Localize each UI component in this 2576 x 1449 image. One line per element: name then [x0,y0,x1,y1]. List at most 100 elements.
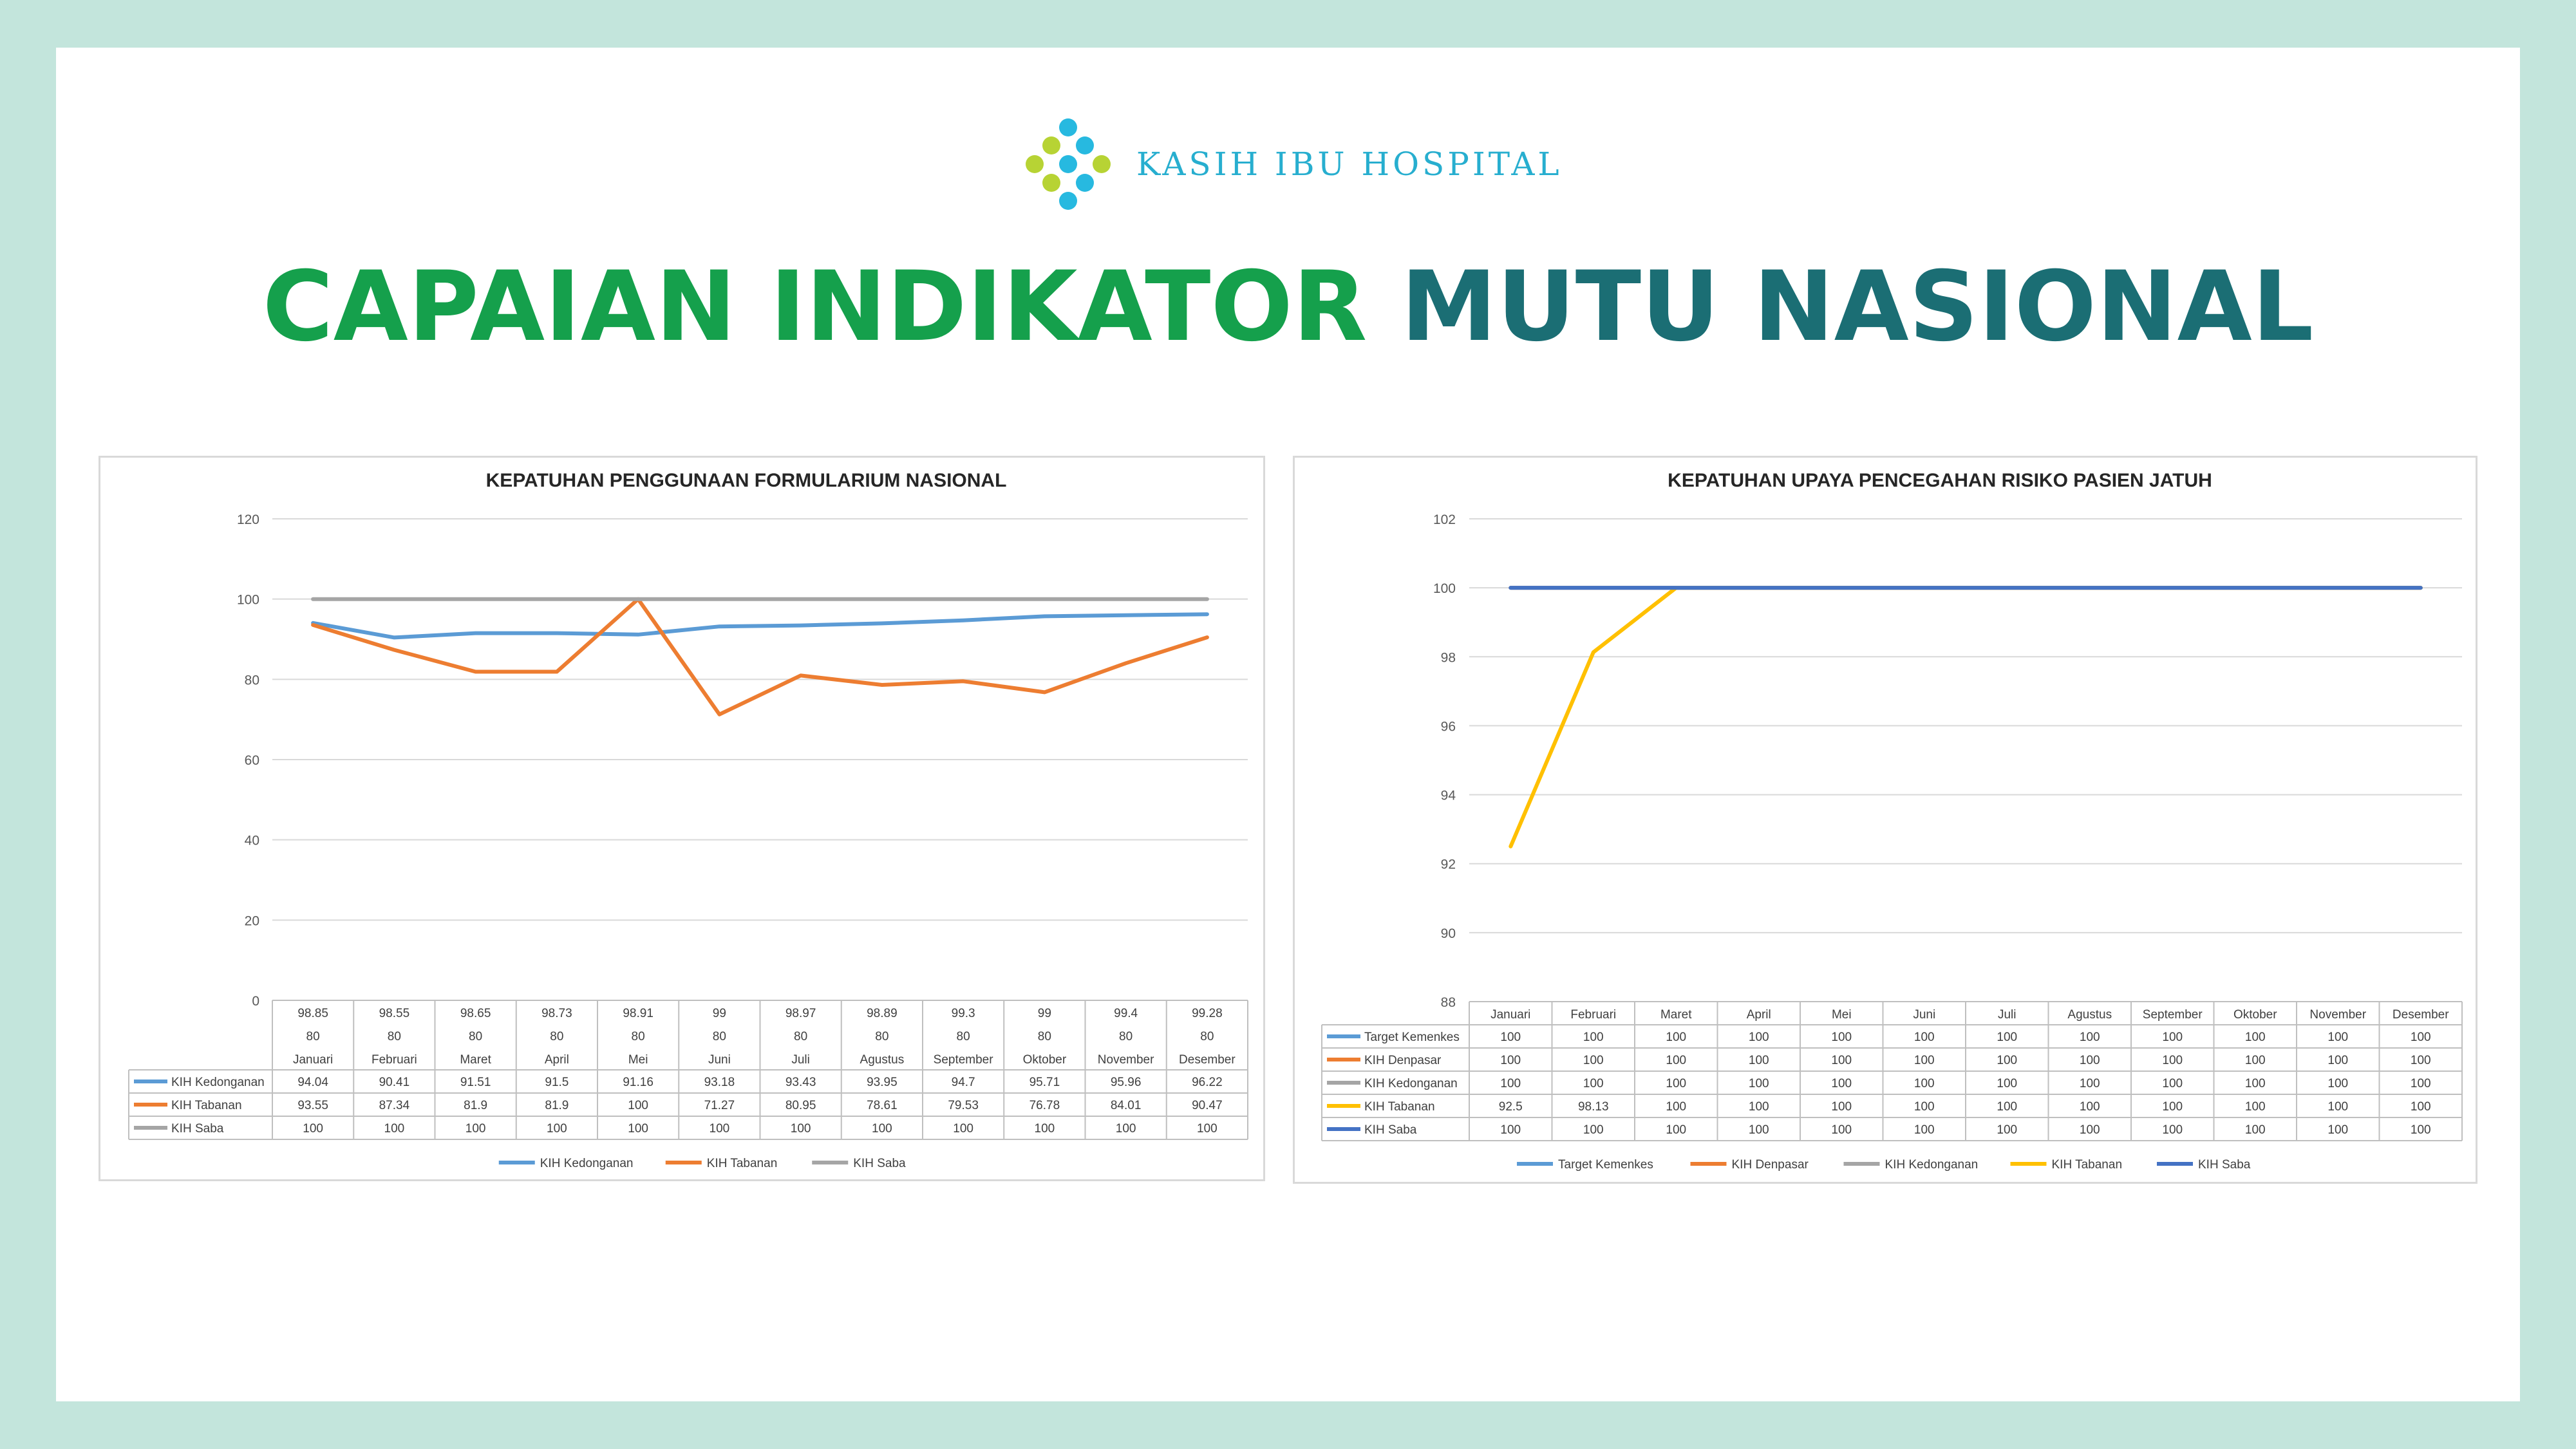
data-label: 100 [1914,1100,1935,1114]
y-tick-label: 88 [1441,995,1456,1010]
category-extra-label: 80 [306,1030,320,1043]
data-label: 100 [1749,1031,1769,1044]
category-label: Januari [293,1053,333,1067]
data-label: 100 [2327,1077,2348,1090]
data-label: 100 [2162,1054,2183,1067]
category-label: Juli [791,1053,810,1067]
data-label: 100 [1831,1054,1852,1067]
data-label: 100 [1197,1122,1217,1136]
data-label: 100 [1914,1031,1935,1044]
y-tick-label: 20 [245,913,259,928]
data-label: 100 [1116,1122,1136,1136]
data-label: 100 [1500,1031,1521,1044]
category-label: April [1747,1008,1771,1022]
data-label: 100 [1749,1054,1769,1067]
data-label: 100 [2411,1123,2431,1137]
series-line-kih-kedonganan [311,612,1209,640]
y-tick-label: 96 [1441,719,1456,734]
y-tick-label: 94 [1441,789,1456,803]
data-label: 100 [1831,1077,1852,1090]
formularium-chart: KEPATUHAN PENGGUNAAN FORMULARIUM NASIONA… [128,470,1248,1170]
hospital-logo [1015,115,1137,218]
category-extra-label: 99 [713,1007,726,1020]
data-label: 100 [2327,1100,2348,1114]
category-label: Oktober [1023,1053,1067,1067]
data-label: 100 [2080,1100,2100,1114]
data-label: 100 [384,1122,405,1136]
category-extra-label: 80 [632,1030,645,1043]
row-series-label: KIH Tabanan [1364,1100,1435,1114]
legend-label: KIH Denpasar [1732,1158,1809,1172]
category-label: Desember [1179,1053,1236,1067]
legend-label: KIH Kedonganan [1885,1158,1979,1172]
data-label: 81.9 [464,1099,487,1112]
cross-logo-icon [1026,118,1111,210]
data-label: 100 [1914,1123,1935,1137]
category-extra-label: 80 [1119,1030,1133,1043]
category-label: Juni [1913,1008,1935,1022]
data-label: 100 [1749,1077,1769,1090]
category-label: November [1098,1053,1154,1067]
data-label: 87.34 [379,1099,410,1112]
category-label: Desember [2393,1008,2449,1022]
data-label: 100 [953,1122,973,1136]
category-extra-label: 80 [388,1030,401,1043]
category-label: Agustus [2067,1008,2112,1022]
category-extra-label: 80 [1200,1030,1214,1043]
data-label: 100 [1583,1054,1604,1067]
data-label: 94.7 [952,1076,975,1089]
data-label: 84.01 [1111,1099,1142,1112]
category-extra-label: 98.55 [379,1007,410,1020]
data-label: 100 [1914,1077,1935,1090]
data-label: 93.18 [704,1076,735,1089]
legend-label: Target Kemenkes [1558,1158,1653,1172]
pasien-jatuh-chart: KEPATUHAN UPAYA PENCEGAHAN RISIKO PASIEN… [1321,470,2463,1172]
row-series-label: KIH Kedonganan [1364,1077,1458,1090]
category-label: April [545,1053,569,1067]
data-label: 100 [1666,1123,1686,1137]
data-label: 93.55 [297,1099,328,1112]
data-label: 100 [628,1122,648,1136]
category-extra-label: 99.3 [952,1007,975,1020]
chart-title: KEPATUHAN UPAYA PENCEGAHAN RISIKO PASIEN… [1668,470,2212,491]
data-label: 100 [2162,1077,2183,1090]
data-label: 100 [2411,1054,2431,1067]
data-label: 91.5 [545,1076,569,1089]
data-label: 95.96 [1111,1076,1142,1089]
data-label: 100 [1583,1123,1604,1137]
category-label: Januari [1490,1008,1530,1022]
data-label: 100 [1500,1077,1521,1090]
category-extra-label: 80 [794,1030,807,1043]
category-extra-label: 98.89 [867,1007,898,1020]
data-label: 100 [2080,1077,2100,1090]
y-tick-label: 90 [1441,926,1456,941]
chart-panel-pasien-jatuh: KEPATUHAN UPAYA PENCEGAHAN RISIKO PASIEN… [1293,456,2477,1184]
data-label: 90.47 [1192,1099,1223,1112]
category-extra-label: 98.73 [541,1007,572,1020]
data-label: 100 [547,1122,567,1136]
series-line-kih-tabanan [311,597,1209,716]
data-label: 100 [1831,1123,1852,1137]
category-extra-label: 98.85 [297,1007,328,1020]
data-label: 100 [1583,1031,1604,1044]
category-label: Juni [708,1053,731,1067]
category-label: Februari [371,1053,417,1067]
row-series-label: KIH Kedonganan [171,1076,265,1089]
category-extra-label: 98.91 [623,1007,653,1020]
data-label: 100 [1583,1077,1604,1090]
data-label: 92.5 [1499,1100,1523,1114]
data-label: 100 [1997,1031,2017,1044]
row-series-label: Target Kemenkes [1364,1031,1460,1044]
data-label: 100 [1749,1123,1769,1137]
legend-label: KIH Saba [853,1157,906,1170]
y-tick-label: 80 [245,673,259,687]
data-label: 100 [2162,1100,2183,1114]
category-label: Mei [628,1053,648,1067]
data-label: 100 [2080,1031,2100,1044]
data-label: 100 [2245,1123,2266,1137]
legend-label: KIH Saba [2198,1158,2251,1172]
data-label: 91.51 [460,1076,491,1089]
data-label: 100 [1035,1122,1055,1136]
page-title: CAPAIAN INDIKATOR MUTU NASIONAL [0,252,2576,362]
data-label: 100 [872,1122,892,1136]
